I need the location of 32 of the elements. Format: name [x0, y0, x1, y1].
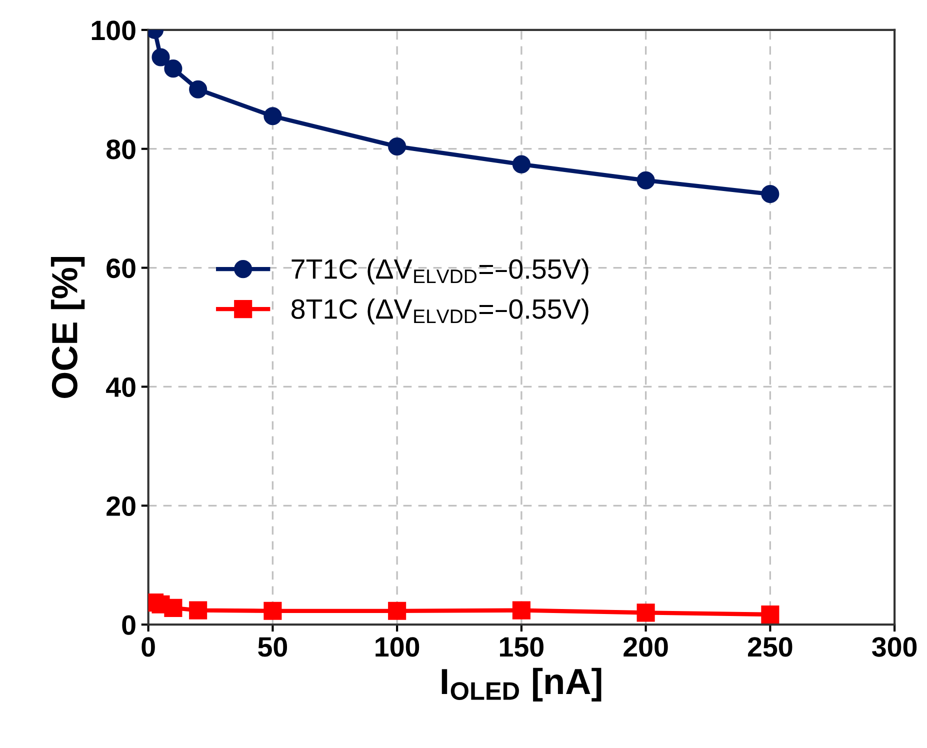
y-tick-label: 60 [106, 258, 136, 278]
point [388, 137, 406, 156]
y-axis-title: OCE [%] [50, 257, 85, 398]
point [164, 60, 182, 78]
point [264, 107, 282, 126]
y-tick-label: 20 [106, 496, 136, 516]
y-tick-label: 100 [92, 20, 136, 40]
point [189, 601, 208, 620]
legend-label: 8T1C (ΔV$_{ELVDD}$=–0.55V) [292, 298, 588, 324]
x-tick-label: 300 [872, 637, 917, 657]
point [189, 80, 208, 98]
x-tick-label: 200 [624, 637, 668, 657]
x-tick-label: 250 [748, 637, 792, 657]
point [512, 601, 530, 620]
point [761, 185, 780, 204]
point [512, 155, 530, 174]
legend-label: 7T1C (ΔV$_{ELVDD}$=–0.55V) [292, 258, 588, 284]
y-tick-label: 80 [106, 140, 136, 160]
x-tick-label: 150 [500, 637, 544, 657]
y-tick-label: 0 [122, 615, 136, 635]
x-axis-title: I$_{OLED}$ [nA] [442, 668, 602, 702]
point [388, 602, 406, 620]
point [761, 605, 780, 624]
point [636, 171, 655, 190]
point [264, 602, 282, 620]
x-tick-label: 100 [376, 637, 420, 657]
point [636, 604, 655, 622]
y-tick-label: 40 [106, 377, 136, 398]
x-tick-label: 0 [142, 637, 155, 657]
x-tick-label: 50 [258, 637, 288, 657]
point [164, 598, 182, 617]
point [152, 48, 170, 66]
